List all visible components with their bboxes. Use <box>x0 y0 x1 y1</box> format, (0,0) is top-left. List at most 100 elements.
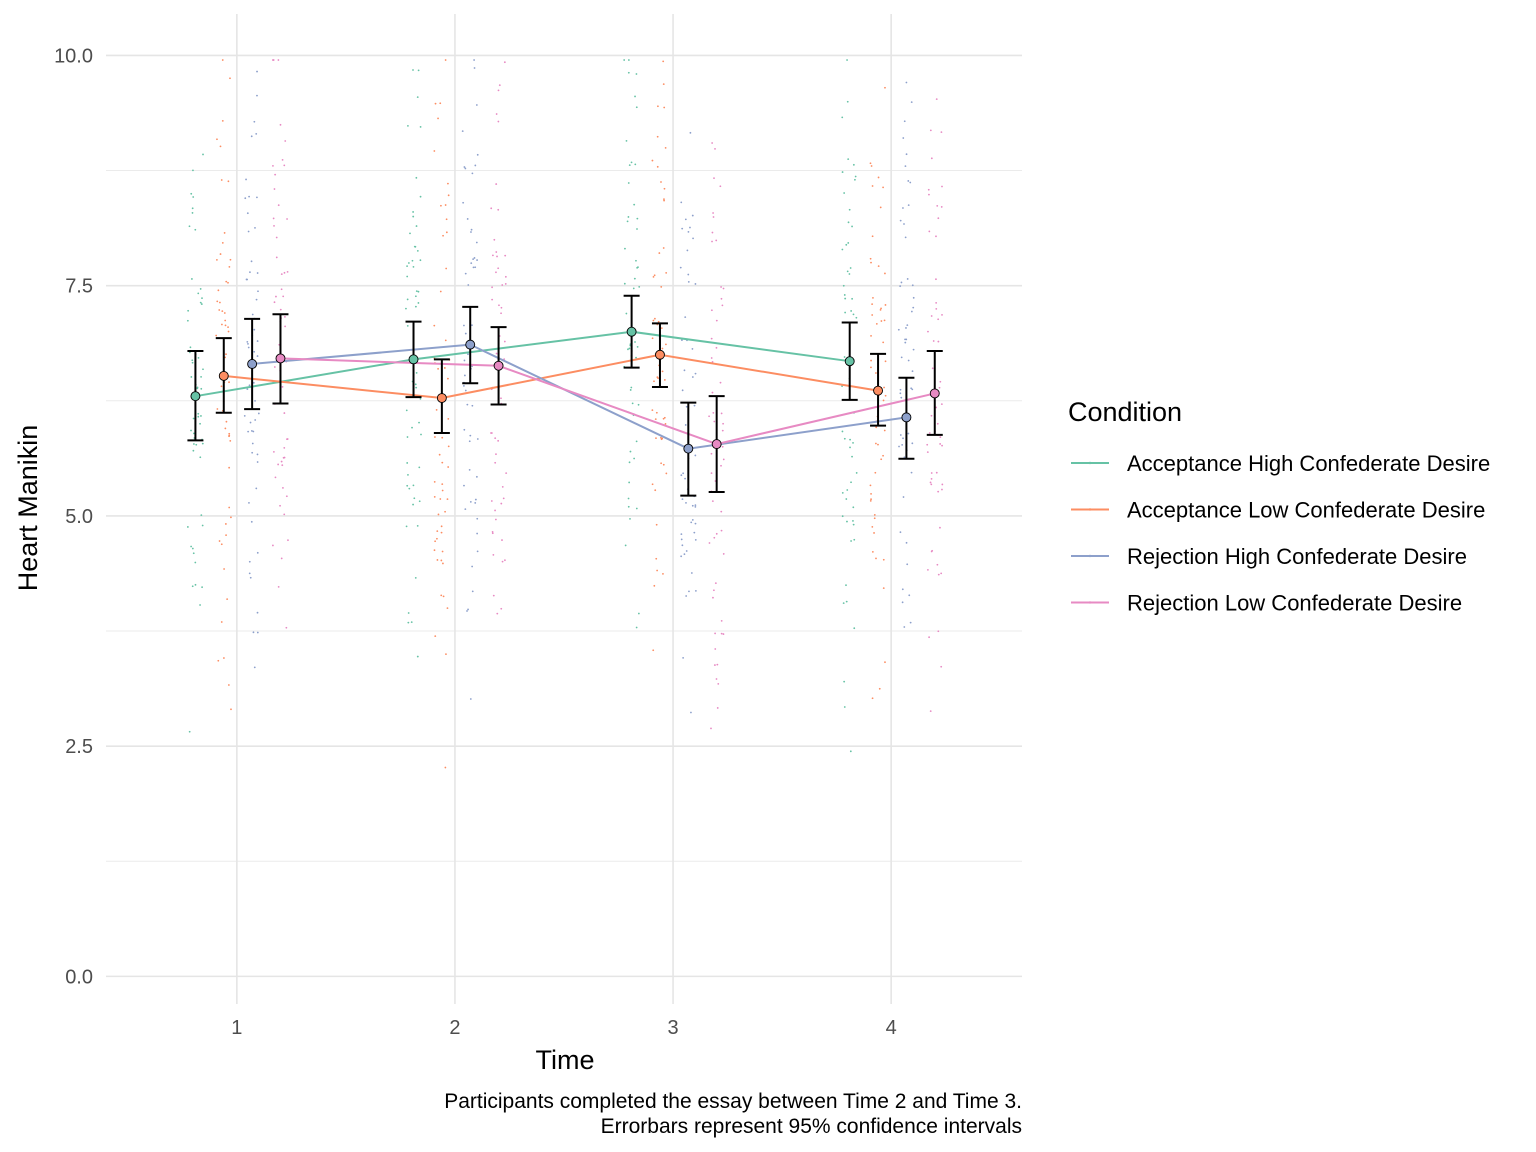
raw-point <box>273 366 276 368</box>
raw-point <box>720 286 722 288</box>
raw-point <box>710 357 713 359</box>
raw-point <box>502 497 505 500</box>
raw-point <box>227 281 229 284</box>
raw-point <box>680 201 683 204</box>
raw-point <box>844 297 847 300</box>
raw-point <box>416 655 419 658</box>
raw-point <box>902 207 904 209</box>
raw-point <box>191 278 193 280</box>
raw-point <box>471 172 474 175</box>
raw-point <box>683 553 686 556</box>
raw-point <box>272 164 274 167</box>
raw-point <box>935 235 937 238</box>
raw-point <box>216 258 218 261</box>
raw-point <box>437 513 440 516</box>
raw-point <box>633 277 636 280</box>
raw-point <box>877 265 880 268</box>
raw-point <box>930 477 933 480</box>
raw-point <box>909 181 912 184</box>
raw-point <box>722 422 725 425</box>
raw-point <box>447 194 450 197</box>
raw-point <box>467 284 470 286</box>
x-axis-title: Time <box>536 1045 595 1075</box>
x-axis-ticks: 1 2 3 4 <box>231 1017 896 1039</box>
raw-point <box>221 119 224 122</box>
raw-point <box>273 188 276 190</box>
raw-point <box>904 165 907 168</box>
legend-item: Acceptance Low Confederate Desire <box>1071 498 1485 523</box>
raw-point <box>941 483 944 486</box>
raw-point <box>245 278 248 281</box>
raw-point <box>277 585 280 588</box>
raw-point <box>253 666 256 669</box>
raw-point <box>272 59 274 61</box>
raw-point <box>407 473 409 476</box>
raw-point <box>655 557 658 560</box>
raw-point <box>870 334 872 337</box>
raw-point <box>878 687 881 690</box>
raw-point <box>439 498 442 500</box>
raw-point <box>469 434 472 437</box>
raw-point <box>870 165 873 167</box>
raw-point <box>907 432 910 435</box>
series-line <box>195 330 850 398</box>
raw-point <box>847 242 850 244</box>
mean-point <box>844 356 855 367</box>
raw-point <box>912 306 915 309</box>
raw-point <box>286 218 288 220</box>
raw-point <box>871 525 874 528</box>
raw-point <box>899 285 902 288</box>
raw-point <box>191 547 194 550</box>
raw-point <box>277 59 280 61</box>
raw-point <box>904 236 907 239</box>
series-lines <box>195 330 935 450</box>
raw-point <box>873 532 875 534</box>
raw-point <box>437 117 439 120</box>
raw-point <box>937 630 940 633</box>
raw-point <box>475 475 478 478</box>
raw-point <box>281 385 284 388</box>
raw-point <box>657 320 660 323</box>
raw-point <box>256 551 259 554</box>
raw-point <box>843 437 846 440</box>
raw-point <box>418 500 421 503</box>
raw-point <box>224 324 227 327</box>
raw-point <box>229 258 232 261</box>
raw-point <box>635 507 638 510</box>
raw-point <box>497 267 500 270</box>
raw-point <box>252 430 255 433</box>
raw-point <box>474 266 477 269</box>
raw-point <box>843 356 846 358</box>
raw-point <box>492 594 495 597</box>
raw-point <box>721 445 724 448</box>
raw-point <box>415 386 418 389</box>
raw-point <box>625 312 628 315</box>
raw-point <box>689 131 692 134</box>
raw-point <box>663 416 666 419</box>
raw-point <box>490 207 493 210</box>
raw-point <box>256 94 258 97</box>
raw-point <box>935 471 938 474</box>
raw-point <box>930 414 933 417</box>
raw-point <box>842 284 845 287</box>
raw-point <box>841 515 844 518</box>
raw-point <box>406 436 409 438</box>
raw-point <box>491 532 494 535</box>
raw-point <box>633 203 636 206</box>
raw-point <box>227 684 230 686</box>
raw-point <box>466 610 468 612</box>
raw-point <box>440 559 443 562</box>
raw-point <box>880 458 883 461</box>
raw-point <box>447 377 449 380</box>
raw-point <box>871 303 874 306</box>
raw-point <box>199 604 201 606</box>
raw-point <box>720 529 723 532</box>
raw-point <box>257 412 260 415</box>
raw-point <box>250 135 253 138</box>
raw-point <box>708 415 711 418</box>
raw-point <box>855 472 858 474</box>
raw-point <box>884 394 887 397</box>
raw-point <box>223 312 226 314</box>
raw-point <box>197 415 200 418</box>
raw-point <box>228 506 231 509</box>
